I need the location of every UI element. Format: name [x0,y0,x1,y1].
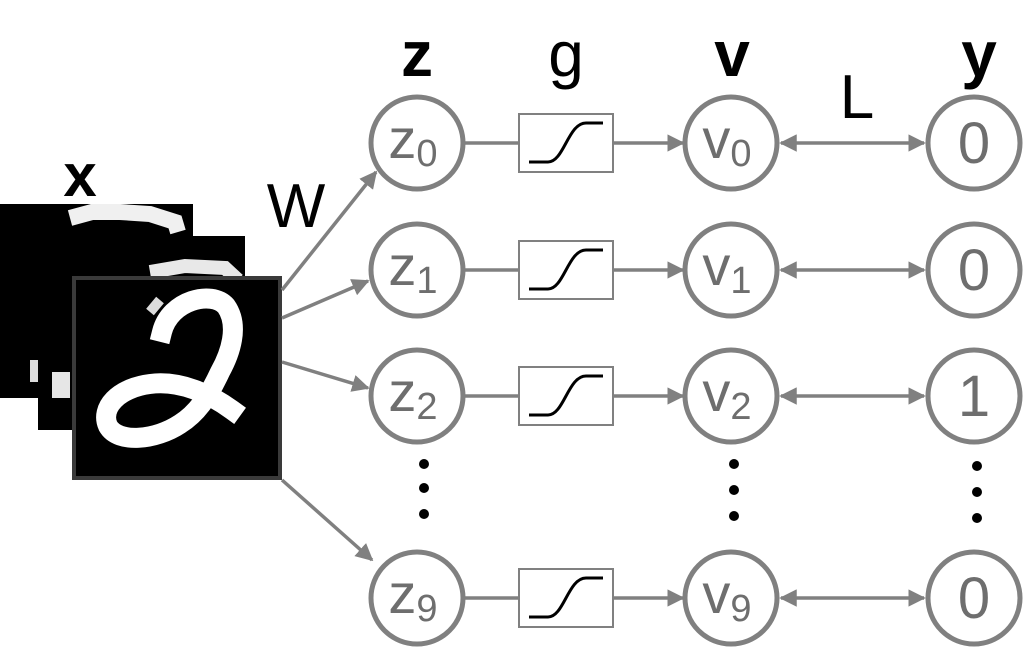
node-z-label-subscript: 2 [416,386,437,428]
header-v: v [714,18,750,90]
node-z-label-letter: z [388,360,416,423]
node-z-0 [368,94,466,192]
ellipsis-dot [419,459,429,469]
ellipsis-dot [729,459,739,469]
connection-x-z2 [281,360,370,392]
node-z-label: z2 [388,360,437,428]
ellipsis-dot [972,513,982,523]
header-z: z [401,18,433,90]
node-v-label-subscript: 9 [730,588,751,630]
row-1: z1 v1 0 [368,221,1023,319]
header-y: y [961,18,997,90]
node-v-label: v9 [702,562,751,630]
node-v-label-subscript: 0 [730,133,751,175]
node-z-label-letter: z [388,562,416,625]
connection-x-z0 [280,170,378,292]
node-y-2 [925,347,1023,445]
loss-label: L [840,63,874,132]
connection-x-z9 [280,478,374,562]
sigmoid-curve-icon [529,248,603,291]
node-z-1 [368,221,466,319]
input-images [0,204,282,480]
node-z-label: z0 [388,107,437,175]
node-v-label-letter: v [702,107,730,170]
node-v-9 [682,549,780,647]
node-z-label-letter: z [388,107,416,170]
node-y-1 [925,221,1023,319]
node-z-label-letter: z [388,234,416,297]
node-y-label: 1 [958,364,990,429]
node-v-label-letter: v [702,360,730,423]
node-y-label: 0 [958,111,990,176]
node-v-label-letter: v [702,562,730,625]
row-9: z9 v9 0 [368,549,1023,647]
node-v-label: v1 [702,234,751,302]
header-g: g [548,18,584,90]
ellipsis-dot [729,511,739,521]
node-z-label-subscript: 1 [416,260,437,302]
weights-label: W [267,172,326,241]
sigmoid-curve-icon [529,576,603,619]
header-x: x [63,142,96,209]
node-z-label-subscript: 9 [416,588,437,630]
node-v-0 [682,94,780,192]
ellipsis-dot [972,461,982,471]
ellipsis-dot [972,487,982,497]
ellipsis-dot [419,509,429,519]
digit-image-front [72,276,282,480]
node-z-label-subscript: 0 [416,133,437,175]
node-y-label: 0 [958,566,990,631]
ellipsis-dots [419,459,982,523]
ellipsis-dot [729,485,739,495]
node-v-1 [682,221,780,319]
node-v-label: v0 [702,107,751,175]
node-y-label: 0 [958,238,990,303]
node-v-label-subscript: 1 [730,260,751,302]
node-v-label-letter: v [702,234,730,297]
row-2: z2 v2 1 [368,347,1023,445]
node-z-9 [368,549,466,647]
node-v-label: v2 [702,360,751,428]
node-y-0 [925,94,1023,192]
connection-x-z1 [281,279,370,320]
node-v-2 [682,347,780,445]
node-v-label-subscript: 2 [730,386,751,428]
node-z-2 [368,347,466,445]
node-y-3 [925,549,1023,647]
node-z-label: z9 [388,562,437,630]
row-0: z0 v0 0 [368,94,1023,192]
sigmoid-curve-icon [529,374,603,417]
weight-connections [280,170,378,562]
node-z-label: z1 [388,234,437,302]
ellipsis-dot [419,483,429,493]
node-rows: z0 v0 0z1 v1 0z2 v2 1z9 v9 0 [368,94,1023,647]
sigmoid-curve-icon [529,121,603,164]
